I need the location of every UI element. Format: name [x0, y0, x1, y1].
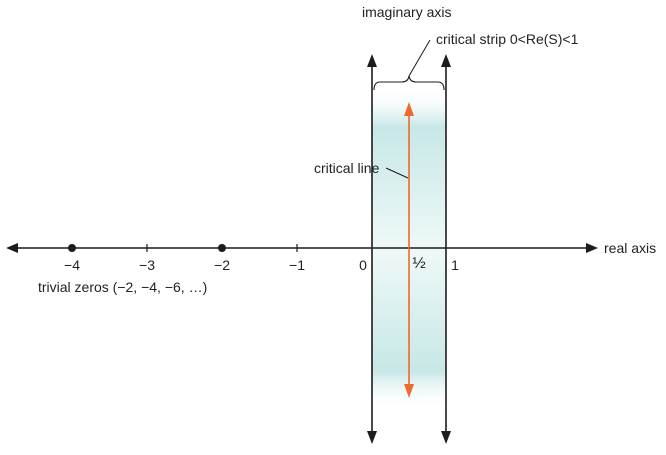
strip-right-boundary-top-arrow	[441, 54, 451, 67]
tick-label: 1	[451, 257, 459, 273]
trivial-zero-point	[218, 244, 226, 252]
real-axis-left-arrow	[6, 243, 18, 253]
critical-line-top-arrow	[404, 102, 414, 116]
tick-label: ½	[412, 255, 425, 272]
trivial-zeros-label: trivial zeros (−2, −4, −6, …)	[38, 279, 207, 295]
tick-label: 0	[359, 257, 367, 273]
real-axis-right-arrow	[586, 243, 598, 253]
critical-line-label: critical line	[314, 160, 380, 176]
critical-strip-leader	[408, 39, 431, 77]
imaginary-axis-bottom-arrow	[367, 431, 377, 444]
critical-line-bottom-arrow	[404, 384, 414, 398]
critical-strip-label: critical strip 0<Re(S)<1	[436, 31, 579, 47]
critical-line-leader	[385, 167, 409, 179]
critical-strip-brace	[373, 75, 445, 91]
imaginary-axis-top-arrow	[367, 54, 377, 67]
real-axis-label: real axis	[604, 240, 656, 256]
tick-label: −2	[214, 257, 230, 273]
imaginary-axis-label: imaginary axis	[362, 4, 451, 20]
tick-label: −4	[64, 257, 80, 273]
tick-label: −1	[289, 257, 305, 273]
strip-right-boundary-bottom-arrow	[441, 431, 451, 444]
tick-label: −3	[139, 257, 155, 273]
trivial-zero-point	[68, 244, 76, 252]
